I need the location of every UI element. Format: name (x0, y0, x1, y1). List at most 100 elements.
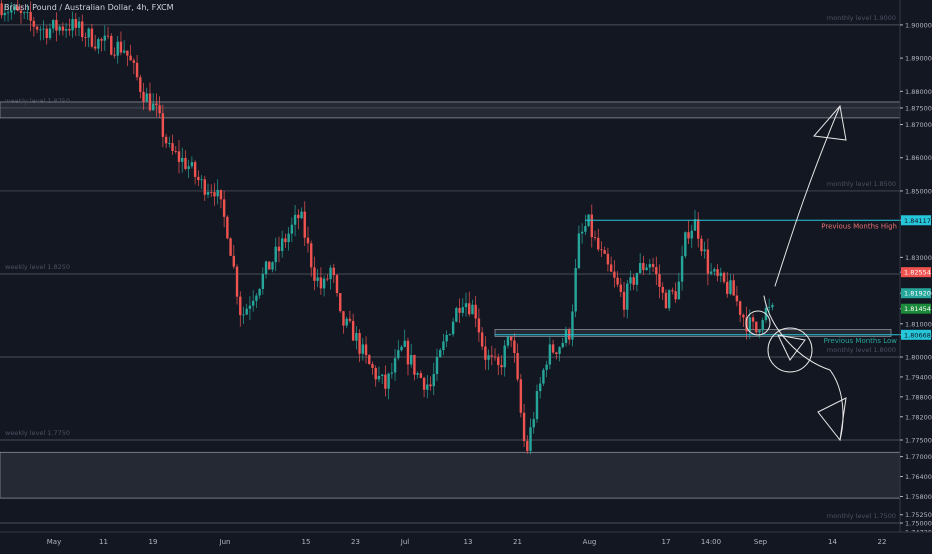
candle-body (403, 340, 406, 347)
candle-body (719, 272, 722, 276)
candle-body (613, 271, 616, 278)
candle-body (268, 261, 271, 270)
candle-body (655, 267, 658, 275)
candle-body (593, 237, 597, 238)
price-tick-label: 1.81000 (905, 320, 932, 328)
candle-body (110, 36, 113, 55)
candle-body (284, 238, 287, 243)
candle-body (413, 355, 416, 375)
candle-body (142, 91, 145, 102)
candle-body (577, 233, 581, 269)
zone-rect (0, 101, 901, 119)
candle-body (529, 427, 532, 451)
candle-body (151, 103, 155, 111)
candle-body (584, 226, 587, 232)
price-tick-label: 1.90000 (905, 21, 932, 29)
candle-body (561, 342, 564, 348)
price-label: 1.81920 (904, 290, 931, 298)
candle-body (39, 29, 42, 31)
candle-body (139, 77, 142, 92)
candle-body (458, 308, 461, 313)
candle-body (122, 50, 126, 53)
price-label-bg (901, 215, 931, 226)
candle-body (316, 277, 319, 281)
candle-body (216, 189, 219, 197)
down-arrow-head (817, 397, 847, 442)
candle-body (455, 308, 458, 322)
level-label: weekly level 1.8250 (5, 263, 70, 271)
candle-body (119, 41, 123, 53)
candle-body (258, 289, 261, 296)
candle-body (116, 41, 119, 56)
candle-body (477, 318, 481, 333)
candle-body (474, 304, 477, 319)
candle-body (629, 277, 632, 284)
time-tick-label: 13 (464, 538, 473, 546)
circle-marker (745, 310, 771, 336)
time-tick-label: 11 (99, 538, 108, 546)
candle-body (571, 311, 574, 340)
candle-body (506, 336, 510, 346)
zone-rect (494, 329, 892, 337)
price-tick-label: 1.75000 (905, 520, 932, 528)
candle-body (522, 412, 526, 442)
candle-body (406, 340, 410, 365)
candle-body (574, 268, 577, 312)
level-label: monthly level 1.7500 (827, 512, 896, 520)
candle-body (3, 12, 7, 16)
candle-body (148, 93, 152, 111)
zone-rect (0, 451, 901, 499)
price-tick-label: 1.77000 (905, 453, 932, 461)
candle-body (287, 233, 290, 243)
candle-body (564, 329, 568, 343)
price-label: 1.84117 (904, 217, 931, 225)
time-tick-label: 14:00 (701, 538, 721, 546)
candle-body (542, 369, 545, 384)
candle-body (603, 250, 606, 254)
candle-body (339, 293, 342, 312)
candle-body (748, 317, 752, 332)
price-label-bg (901, 329, 931, 340)
candle-body (177, 151, 181, 162)
candle-body (335, 275, 339, 294)
candle-body (638, 263, 642, 273)
candle-body (606, 253, 610, 265)
candle-body (35, 26, 39, 30)
candle-body (426, 384, 429, 390)
candle-body (400, 346, 403, 351)
candle-body (158, 105, 161, 114)
candle-body (326, 278, 329, 280)
price-tick-label: 1.79400 (905, 373, 932, 381)
price-tick-label: 1.86000 (905, 154, 932, 162)
price-tick-label: 1.80000 (905, 353, 932, 361)
candle-body (61, 26, 65, 31)
price-tick-label: 1.78200 (905, 413, 932, 421)
candle-body (387, 373, 390, 389)
candle-body (435, 356, 439, 375)
candle-body (29, 12, 32, 21)
candle-body (374, 367, 377, 380)
candle-body (535, 391, 539, 420)
candle-body (0, 3, 3, 16)
candle-body (771, 304, 774, 308)
candle-body (248, 305, 252, 309)
candle-body (442, 341, 445, 351)
time-tick-label: Aug (583, 538, 597, 546)
candle-body (210, 191, 213, 193)
candle-body (416, 373, 419, 375)
candle-body (558, 347, 561, 354)
price-label: 1.81454 (904, 305, 931, 313)
candle-body (32, 20, 36, 27)
candle-body (300, 211, 303, 219)
candle-body (251, 300, 255, 306)
candle-body (697, 219, 700, 239)
time-tick-label: Jun (219, 538, 231, 546)
candle-body (690, 230, 693, 239)
level-label: weekly level 1.7750 (5, 429, 70, 437)
candle-body (390, 372, 394, 374)
price-tick-label: 1.75250 (905, 511, 932, 519)
candle-body (742, 314, 745, 318)
candle-body (693, 219, 697, 231)
